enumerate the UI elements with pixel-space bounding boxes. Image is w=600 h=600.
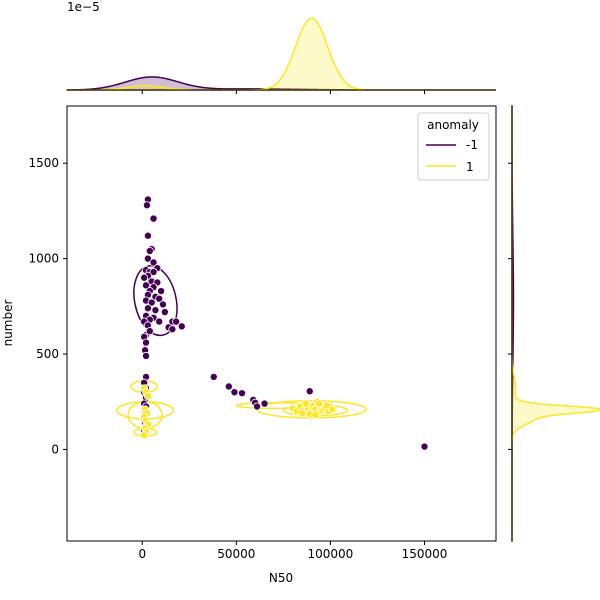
scatter-point-neg1: [158, 300, 167, 309]
right-marginal-plot: [508, 105, 600, 542]
scatter-point-neg1: [157, 287, 166, 296]
scatter-point-neg1: [230, 388, 239, 397]
scatter-point-pos1: [143, 391, 152, 400]
scatter-point-neg1: [143, 304, 152, 313]
top-marginal-ticks: [141, 90, 425, 94]
y-tick-label: 1000: [28, 252, 59, 266]
scatter-point-neg1: [237, 389, 246, 398]
scatter-point-neg1: [149, 214, 158, 223]
main-plot-frame: [66, 105, 497, 542]
scatter-point-neg1: [172, 317, 181, 326]
scatter-point-neg1: [168, 325, 177, 334]
x-tick-label: 100000: [308, 547, 354, 561]
scatter-point-neg1: [149, 258, 158, 267]
y-tick-label: 0: [51, 442, 59, 456]
scatter-point-neg1: [155, 317, 164, 326]
scatter-point-neg1: [260, 399, 269, 408]
scatter-point-neg1: [151, 306, 160, 315]
top-marginal-areas: [66, 17, 496, 91]
scatter-point-neg1: [142, 351, 151, 360]
kde-contour-neg1: [133, 265, 178, 337]
scatter-point-pos1: [322, 401, 331, 410]
scatter-point-neg1: [143, 254, 152, 263]
x-axis-label: N50: [269, 571, 293, 585]
top-marginal-scale-label: 1e−5: [67, 0, 100, 14]
scatter-point-pos1: [311, 411, 320, 420]
scatter-points: [140, 195, 429, 451]
top-marginal-plot: 1e−5: [66, 0, 496, 94]
scatter-point-pos1: [328, 405, 337, 414]
x-tick-label: 50000: [217, 547, 255, 561]
scatter-point-neg1: [143, 231, 152, 240]
y-tick-label: 1500: [28, 156, 59, 170]
scatter-point-neg1: [224, 382, 233, 391]
legend-box: [417, 112, 490, 181]
scatter-point-neg1: [149, 267, 158, 276]
scatter-point-neg1: [145, 327, 154, 336]
legend-label-pos1: 1: [466, 160, 474, 174]
scatter-point-neg1: [142, 201, 151, 210]
scatter-point-neg1: [155, 294, 164, 303]
scatter-point-neg1: [209, 372, 218, 381]
scatter-point-neg1: [420, 442, 429, 451]
x-axis-ticks: 0 50000 100000 150000: [138, 541, 447, 561]
right-marginal-areas: [511, 105, 600, 542]
scatter-point-neg1: [253, 402, 262, 411]
scatter-point-neg1: [160, 308, 169, 317]
scatter-point-neg1: [177, 322, 186, 331]
scatter-point-neg1: [142, 338, 151, 347]
scatter-point-neg1: [147, 298, 156, 307]
x-tick-label: 150000: [402, 547, 448, 561]
scatter-point-pos1: [140, 431, 149, 440]
scatter-point-neg1: [145, 246, 154, 255]
scatter-point-pos1: [298, 409, 307, 418]
scatter-point-pos1: [301, 399, 310, 408]
main-scatter-plot: 0 50000 100000 150000 0 500 1000 1500 N50 numb…: [1, 105, 497, 585]
y-axis-ticks: 0 500 1000 1500: [28, 156, 67, 456]
legend: anomaly -1 1: [417, 112, 490, 181]
legend-label-neg1: -1: [466, 138, 478, 152]
scatter-point-neg1: [140, 273, 149, 282]
scatter-point-neg1: [142, 281, 151, 290]
legend-title: anomaly: [427, 118, 479, 132]
y-axis-label: number: [1, 300, 15, 347]
right-marginal-ticks: [508, 162, 512, 450]
right-marginal-kde-pos1: [511, 106, 600, 541]
top-marginal-kde-pos1: [66, 17, 496, 91]
scatter-point-neg1: [305, 387, 314, 396]
scatter-point-pos1: [315, 399, 324, 408]
y-tick-label: 500: [36, 347, 59, 361]
x-tick-label: 0: [138, 547, 146, 561]
